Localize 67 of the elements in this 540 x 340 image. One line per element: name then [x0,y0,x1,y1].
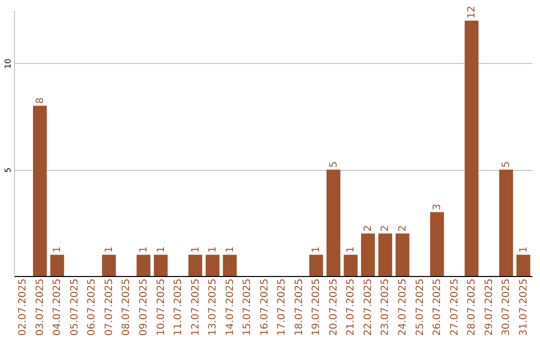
data-label: 1 [518,246,530,253]
data-label: 3 [432,204,444,210]
x-tick-label: 24.07.2025 [398,278,408,336]
data-label: 1 [52,246,64,253]
x-tick-label: 05.07.2025 [69,278,80,336]
x-tick-label: 09.07.2025 [138,278,150,336]
x-tick-label: 08.07.2025 [121,278,132,336]
data-label: 1 [190,246,202,253]
data-label: 1 [104,246,115,253]
bar [102,254,116,276]
x-tick-label: 28.07.2025 [466,278,478,336]
bar [188,254,202,276]
data-label: 1 [156,246,167,253]
bar [378,233,392,276]
bar [516,254,530,276]
x-tick-label: 10.07.2025 [156,278,167,336]
x-tick-label: 16.07.2025 [259,278,270,336]
x-tick-label: 11.07.2025 [173,278,184,336]
x-tick-label: 22.07.2025 [362,278,374,336]
x-tick-label: 03.07.2025 [34,278,46,336]
bar [464,20,478,276]
y-tick-label: 10 [4,58,12,69]
data-label: 1 [138,246,150,253]
data-label: 5 [328,161,340,168]
x-tick-label: 19.07.2025 [311,278,322,336]
bar [206,254,220,276]
bar [344,254,358,276]
x-tick-label: 27.07.2025 [449,278,460,336]
bar [222,254,237,276]
data-label: 5 [501,161,512,168]
data-label: 1 [311,246,322,253]
data-label: 2 [362,225,374,232]
bar [326,170,340,276]
bar [32,106,47,276]
data-label: 8 [34,97,46,104]
data-label: 1 [346,246,357,253]
bar [396,233,410,276]
bar [50,254,64,276]
data-label: 2 [380,225,392,232]
x-tick-label: 14.07.2025 [224,278,236,336]
x-tick-label: 25.07.2025 [414,278,426,336]
x-tick-label: 20.07.2025 [328,278,340,336]
data-label: 2 [398,225,408,232]
x-tick-label: 31.07.2025 [518,278,530,336]
bar [136,254,150,276]
x-tick-label: 12.07.2025 [190,278,202,336]
bar [430,212,444,276]
bar [309,254,324,276]
x-tick-label: 13.07.2025 [208,278,219,336]
x-tick-label: 21.07.2025 [346,278,357,336]
x-tick-label: 18.07.2025 [294,278,305,336]
bar [154,254,168,276]
x-tick-label: 15.07.2025 [242,278,254,336]
x-tick-label: 29.07.2025 [484,278,495,336]
x-tick-label: 04.07.2025 [52,278,64,336]
bar [499,170,514,276]
bar [361,233,375,276]
x-tick-label: 06.07.2025 [86,278,98,336]
x-tick-label: 23.07.2025 [380,278,392,336]
x-tick-label: 26.07.2025 [432,278,444,336]
x-tick-label: 02.07.2025 [18,278,29,336]
x-tick-label: 17.07.2025 [276,278,288,336]
data-label: 12 [466,6,478,19]
x-tick-label: 07.07.2025 [104,278,115,336]
x-tick-label: 30.07.2025 [501,278,512,336]
data-label: 1 [224,246,236,253]
data-label: 1 [208,246,219,253]
